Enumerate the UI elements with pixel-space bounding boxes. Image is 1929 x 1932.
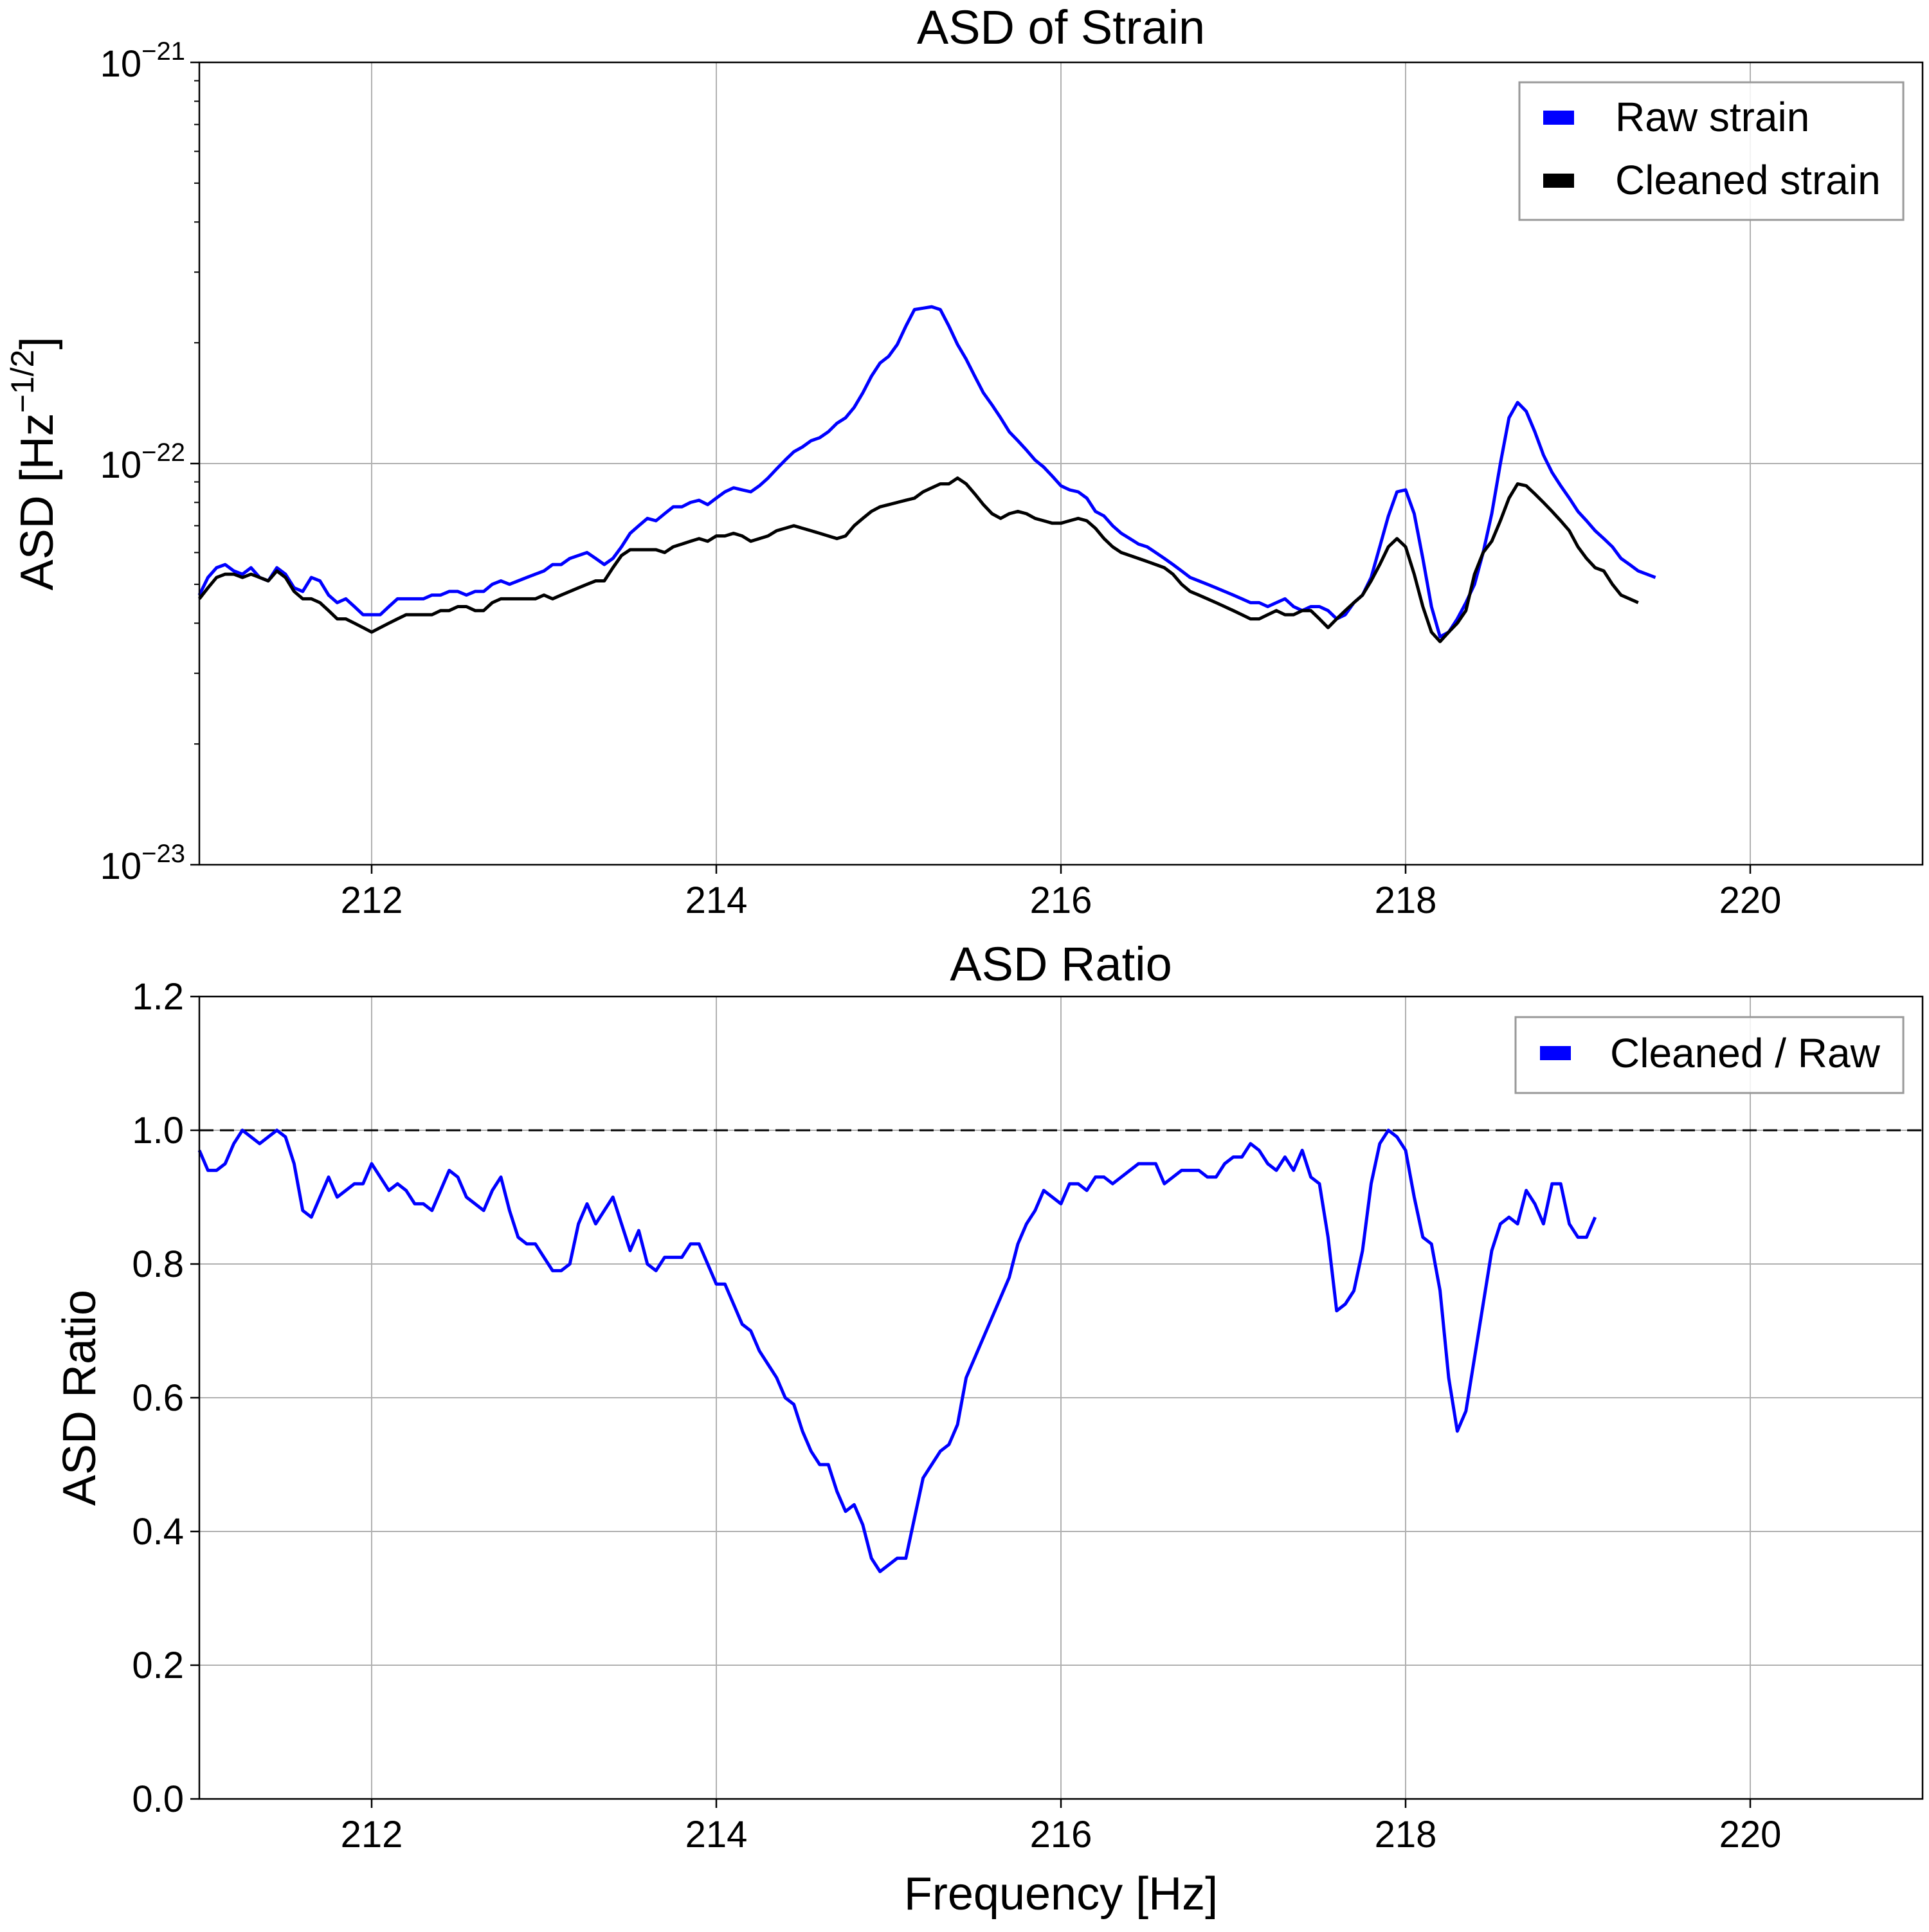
asd-ratio-ytick-label-1: 0.2 [132,1645,184,1686]
asd-ratio-xlabel: Frequency [Hz] [904,1868,1218,1920]
asd-strain-ylabel-exponent: −1/2 [5,350,41,413]
asd-ratio-ytick-label-4: 0.8 [132,1243,184,1285]
asd-strain-ytick-label-0: 10−21 [100,37,185,85]
asd-strain-xtick-label-218: 218 [1375,880,1437,921]
asd-strain-ytick-label-base: 10 [100,43,142,85]
asd-ratio-panel: 212 214 216 218 220 0.0 0.2 0.4 0.6 0.8 1.0 1.2 ASD… [54,937,1924,1920]
asd-ratio-grid [199,996,1923,1800]
asd-strain-legend-box [1518,81,1905,221]
asd-ratio-xtick-label-214: 214 [685,1814,748,1855]
asd-strain-ytick-label-1: 10−22 [100,438,185,486]
asd-strain-series-group [197,305,1656,644]
asd-ratio-ylabel: ASD Ratio [54,1290,105,1506]
asd-strain-ytick-label-exponent: −23 [141,840,185,868]
legend-label-raw-strain: Raw strain [1615,94,1809,140]
asd-ratio-legend: Cleaned / Raw [1514,1016,1905,1094]
asd-ratio-ytick-label-2: 0.4 [132,1511,184,1553]
asd-strain-series-raw-strain [197,305,1656,638]
asd-strain-ytick-label-base: 10 [100,845,142,887]
asd-strain-ylabel-close: ] [12,337,63,350]
asd-strain-xtick-label-220: 220 [1719,880,1782,921]
asd-strain-ytick-label-exponent: −22 [141,438,185,467]
asd-ratio-xtick-label-220: 220 [1719,1814,1782,1855]
asd-strain-ytick-label-2: 10−23 [100,840,185,887]
asd-strain-ylabel-main: ASD [Hz [12,413,63,590]
asd-strain-xtick-label-214: 214 [685,880,748,921]
asd-ratio-xtick-label-216: 216 [1030,1814,1092,1855]
asd-ratio-xtick-label-218: 218 [1375,1814,1437,1855]
legend-label-cleaned-strain: Cleaned strain [1615,157,1881,203]
asd-ratio-ytick-label-0: 0.0 [132,1778,184,1820]
asd-ratio-ytick-label-5: 1.0 [132,1110,184,1151]
asd-ratio-legend-box [1514,1016,1905,1094]
legend-label-cleaned-raw: Cleaned / Raw [1610,1030,1881,1076]
asd-strain-xtick-label-212: 212 [341,880,403,921]
asd-ratio-series-group [197,1128,1597,1573]
asd-ratio-xtick-label-212: 212 [341,1814,403,1855]
asd-strain-ytick-label-base: 10 [100,444,142,486]
asd-ratio-ticks: 212 214 216 218 220 0.0 0.2 0.4 0.6 0.8 1.0 1.2 [132,976,1781,1855]
asd-strain-series-cleaned-strain [198,476,1639,644]
legend-swatch-cleaned-raw [1540,1046,1571,1060]
asd-ratio-ytick-label-3: 0.6 [132,1377,184,1419]
asd-strain-xtick-label-216: 216 [1030,880,1092,921]
asd-strain-ytick-label-exponent: −21 [141,37,185,66]
legend-swatch-raw-strain [1543,111,1574,125]
asd-strain-ylabel: ASD [Hz−1/2] [5,337,63,591]
legend-swatch-cleaned-strain [1543,174,1574,188]
asd-ratio-series-cleaned-raw [197,1128,1597,1573]
asd-strain-title: ASD of Strain [917,1,1205,54]
asd-strain-legend: Raw strain Cleaned strain [1518,81,1905,221]
asd-ratio-title: ASD Ratio [950,937,1172,991]
asd-ratio-ytick-label-6: 1.2 [132,976,184,1018]
